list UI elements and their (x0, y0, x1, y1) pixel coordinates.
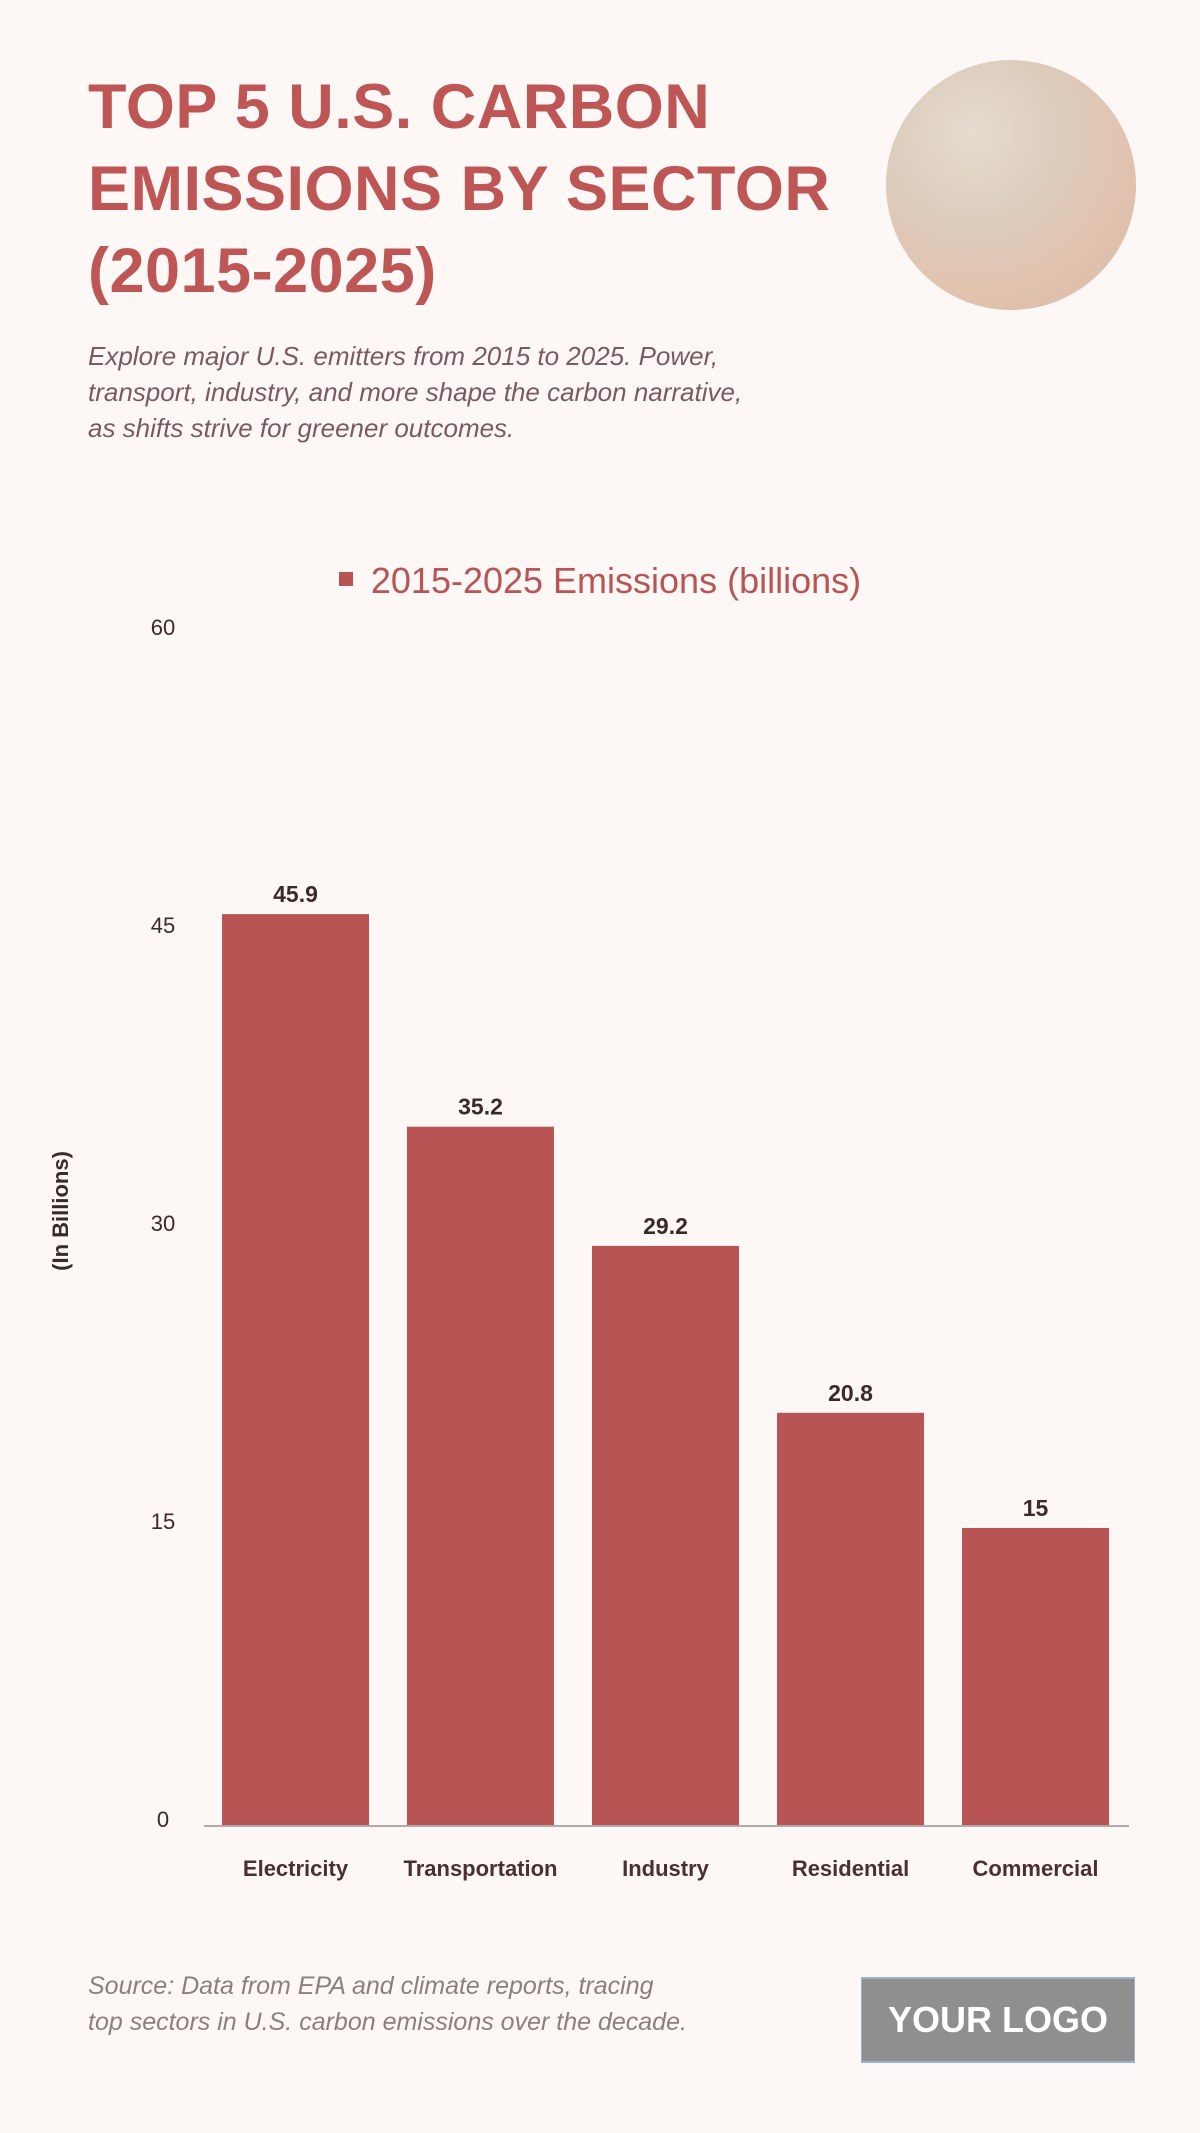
x-tick-label: Electricity (243, 1856, 349, 1881)
subtitle-line: transport, industry, and more shape the … (88, 377, 743, 407)
y-axis-label: (In Billions) (48, 1151, 73, 1271)
y-tick-label: 45 (151, 913, 175, 938)
subtitle: Explore major U.S. emitters from 2015 to… (88, 338, 848, 446)
data-label: 20.8 (828, 1380, 873, 1406)
logo-placeholder: YOUR LOGO (861, 1977, 1135, 2063)
data-label: 29.2 (643, 1213, 688, 1239)
legend-swatch (338, 572, 353, 587)
data-label: 15 (1023, 1495, 1049, 1521)
subtitle-line: Explore major U.S. emitters from 2015 to… (88, 341, 719, 371)
legend-label: 2015-2025 Emissions (billions) (370, 560, 862, 601)
bar (962, 1528, 1109, 1826)
x-tick-label: Residential (792, 1856, 909, 1881)
x-tick-label: Industry (622, 1856, 710, 1881)
x-tick-label: Commercial (973, 1856, 1099, 1881)
y-tick-label: 15 (151, 1509, 175, 1534)
chart-legend: 2015-2025 Emissions (billions) (0, 560, 1200, 602)
data-label: 45.9 (273, 881, 318, 907)
source-line: top sectors in U.S. carbon emissions ove… (88, 2008, 687, 2036)
source-line: Source: Data from EPA and climate report… (88, 1972, 654, 2000)
bar (407, 1126, 554, 1826)
subtitle-line: as shifts strive for greener outcomes. (88, 413, 515, 443)
bar (222, 914, 369, 1826)
title-line: (2015-2025) (88, 236, 437, 306)
page-title: TOP 5 U.S. CARBON EMISSIONS BY SECTOR (2… (88, 66, 830, 312)
bar (777, 1412, 924, 1826)
x-tick-label: Transportation (403, 1856, 557, 1881)
source-note: Source: Data from EPA and climate report… (88, 1968, 687, 2040)
decorative-stone-image (886, 60, 1136, 310)
title-line: TOP 5 U.S. CARBON (88, 72, 711, 142)
y-tick-label: 60 (151, 615, 175, 640)
y-tick-label: 0 (157, 1807, 169, 1832)
data-label: 35.2 (458, 1094, 503, 1120)
title-line: EMISSIONS BY SECTOR (88, 154, 831, 224)
bar (592, 1245, 739, 1826)
y-tick-label: 30 (151, 1211, 175, 1236)
